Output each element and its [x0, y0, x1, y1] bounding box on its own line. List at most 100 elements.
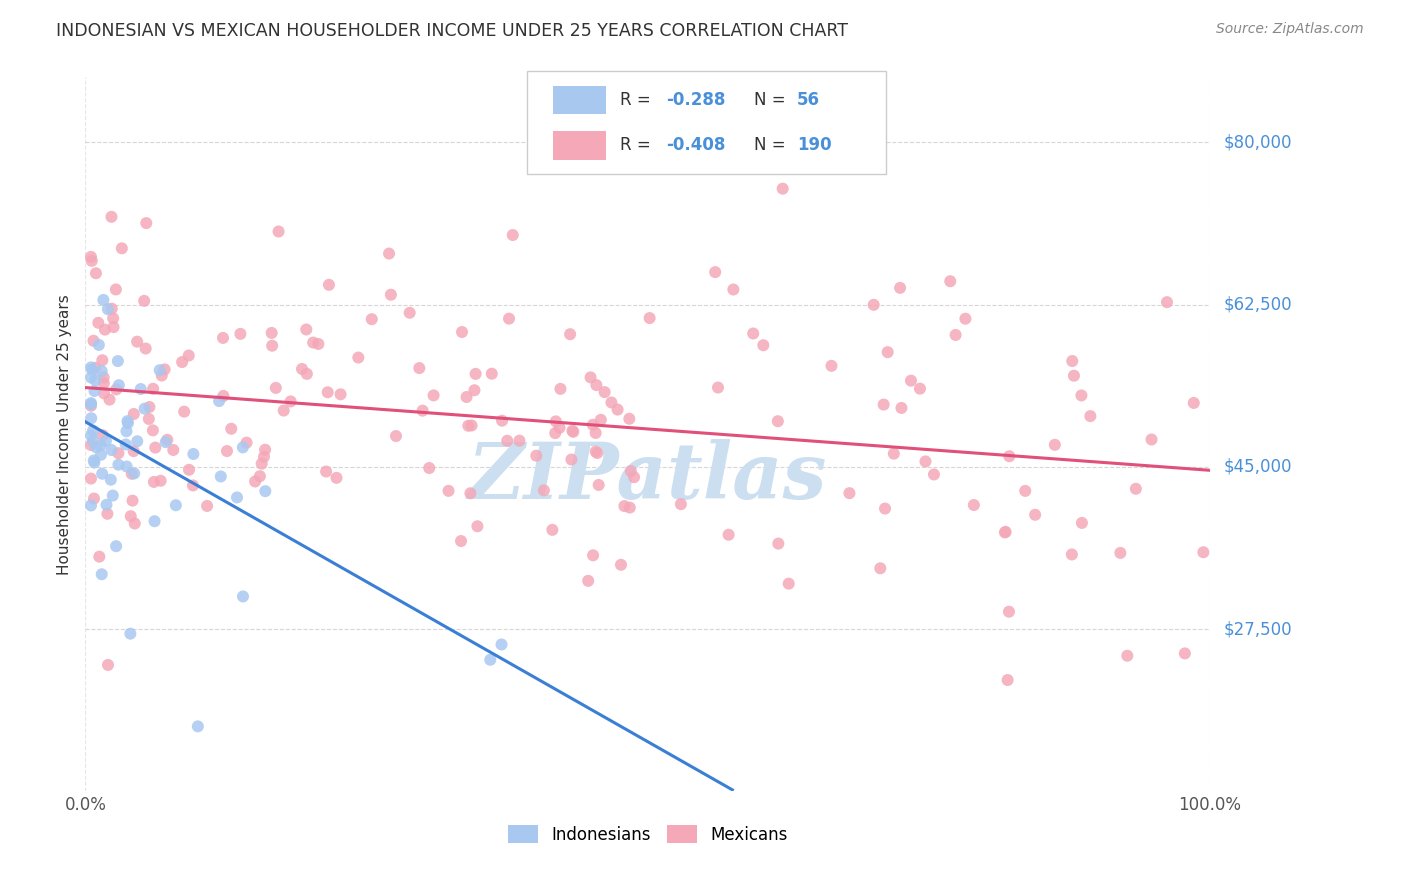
Point — [149, 474, 172, 488]
Point — [80, 411, 103, 425]
Text: -0.408: -0.408 — [666, 136, 725, 154]
Text: $80,000: $80,000 — [1225, 133, 1292, 152]
Point — [93, 376, 115, 391]
Point — [142, 382, 165, 396]
Point — [873, 501, 896, 516]
Point — [704, 265, 727, 279]
Point — [1182, 396, 1205, 410]
Point — [153, 362, 176, 376]
Point — [103, 320, 125, 334]
Point — [150, 368, 173, 383]
Point — [107, 446, 129, 460]
Point — [610, 558, 633, 572]
Point — [491, 638, 513, 652]
Point — [165, 498, 187, 512]
Point — [107, 458, 129, 472]
Point — [560, 452, 582, 467]
Point — [398, 306, 420, 320]
Point — [922, 467, 945, 482]
Point — [114, 437, 136, 451]
Text: N =: N = — [754, 91, 790, 109]
Point — [1156, 295, 1178, 310]
Point — [134, 401, 156, 416]
Point — [994, 525, 1017, 540]
Point — [181, 478, 204, 492]
Point — [1174, 647, 1197, 661]
Point — [890, 401, 912, 415]
Point — [723, 283, 745, 297]
Point — [329, 387, 352, 401]
Point — [105, 539, 128, 553]
Point — [325, 471, 347, 485]
Point — [900, 374, 922, 388]
Point — [262, 339, 284, 353]
Point — [97, 657, 120, 672]
Point — [997, 673, 1019, 687]
Point — [768, 536, 790, 550]
Point — [97, 302, 120, 317]
Point — [254, 484, 277, 499]
Point — [450, 534, 472, 549]
Point — [623, 470, 645, 484]
Point — [541, 523, 564, 537]
Point — [120, 626, 142, 640]
Point — [105, 383, 128, 397]
Point — [872, 398, 894, 412]
Point — [316, 385, 339, 400]
Point — [460, 486, 482, 500]
Point — [115, 459, 138, 474]
Point — [235, 435, 257, 450]
Point — [742, 326, 765, 341]
Point — [162, 442, 184, 457]
Point — [101, 489, 124, 503]
Point — [1192, 545, 1215, 559]
Point — [307, 337, 329, 351]
Point — [90, 438, 112, 452]
Point — [561, 424, 583, 438]
Point — [120, 509, 142, 524]
Point — [1043, 438, 1066, 452]
Point — [1070, 388, 1092, 402]
Point — [717, 527, 740, 541]
Text: Source: ZipAtlas.com: Source: ZipAtlas.com — [1216, 22, 1364, 37]
Y-axis label: Householder Income Under 25 years: Householder Income Under 25 years — [58, 294, 72, 574]
Point — [347, 351, 370, 365]
Point — [1116, 648, 1139, 663]
Point — [585, 378, 607, 392]
Point — [1080, 409, 1102, 423]
Point — [80, 370, 103, 384]
Point — [558, 327, 581, 342]
Point — [96, 498, 118, 512]
Point — [138, 400, 160, 414]
Point — [502, 227, 524, 242]
Point — [177, 349, 200, 363]
Point — [229, 326, 252, 341]
Point — [80, 397, 103, 411]
Point — [208, 394, 231, 409]
Point — [1125, 482, 1147, 496]
Point — [122, 444, 145, 458]
Point — [107, 354, 129, 368]
Point — [83, 491, 105, 506]
Point — [1060, 548, 1083, 562]
Point — [385, 429, 408, 443]
Point — [772, 182, 794, 196]
Point — [291, 362, 314, 376]
Point — [91, 353, 114, 368]
Point — [533, 483, 555, 498]
Point — [606, 402, 628, 417]
Point — [80, 438, 103, 452]
Point — [945, 328, 967, 343]
Point — [955, 311, 977, 326]
Point — [548, 421, 571, 435]
Point — [437, 483, 460, 498]
Point — [869, 561, 891, 575]
Point — [562, 425, 585, 439]
Point — [232, 441, 254, 455]
Point — [84, 360, 107, 375]
Point — [143, 441, 166, 455]
Text: 190: 190 — [797, 136, 832, 154]
Point — [209, 469, 232, 483]
Point — [104, 282, 127, 296]
Point — [508, 434, 530, 448]
